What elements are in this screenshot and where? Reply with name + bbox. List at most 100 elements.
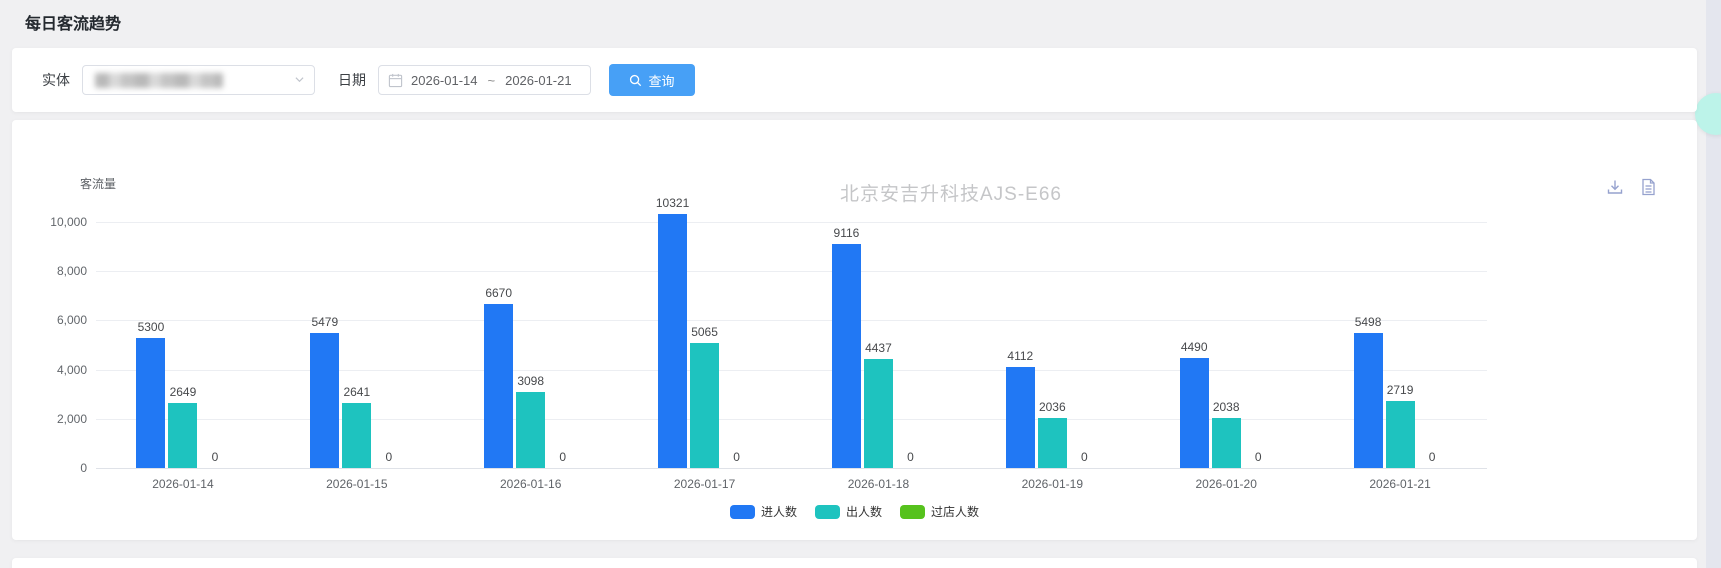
bar-value-label: 6670 — [485, 285, 513, 300]
bar-value-label: 0 — [907, 450, 914, 464]
legend-swatch — [900, 504, 925, 519]
date-range-picker[interactable]: 2026-01-14 ~ 2026-01-21 — [378, 65, 591, 95]
date-label: 日期 — [338, 72, 366, 88]
legend-item-出人数[interactable]: 出人数 — [814, 503, 882, 520]
bar-进人数[interactable] — [658, 214, 688, 468]
bar-value-label: 3098 — [517, 373, 545, 388]
y-axis-tick-label: 6,000 — [56, 313, 87, 328]
chart-card: 客流量 北京安吉升科技AJS-E66 0 2,000 4,000 6,000 8,000… — [12, 120, 1697, 540]
chart-title: 北京安吉升科技AJS-E66 — [840, 184, 1062, 205]
bar-group: 5498 2719 0 2026-01-21 — [1313, 222, 1487, 491]
bar-value-label: 0 — [559, 450, 567, 464]
bar-进人数[interactable] — [310, 333, 340, 468]
bar-value-label: 0 — [211, 450, 219, 464]
x-axis-tick-label: 2026-01-19 — [1021, 477, 1083, 491]
entity-value-redacted — [95, 72, 223, 88]
bar-group: 9116 4437 0 2026-01-18 — [792, 222, 966, 491]
bar-group: 5300 2649 0 2026-01-14 — [96, 222, 270, 491]
date-start-value[interactable]: 2026-01-14 — [411, 72, 478, 88]
bar-进人数[interactable] — [1005, 366, 1035, 468]
bar-group: 10321 5065 0 2026-01-17 — [618, 196, 792, 491]
bar-出人数[interactable] — [1037, 417, 1067, 468]
page-title: 每日客流趋势 — [25, 16, 122, 33]
bar-value-label: 4437 — [865, 340, 892, 355]
date-end-value[interactable]: 2026-01-21 — [505, 72, 572, 88]
bar-value-label: 5065 — [691, 325, 718, 340]
y-axis-tick-label: 2,000 — [56, 411, 87, 426]
bar-进人数[interactable] — [831, 243, 861, 468]
bar-出人数[interactable] — [863, 358, 893, 468]
gridline — [96, 271, 1487, 273]
next-card-edge — [12, 558, 1697, 568]
gridline — [96, 222, 1487, 223]
x-axis-tick-label: 2026-01-14 — [152, 477, 214, 491]
bar-出人数[interactable] — [1211, 417, 1241, 468]
query-button[interactable]: 查询 — [609, 64, 695, 96]
legend-label: 出人数 — [845, 505, 882, 519]
y-axis-tick-label: 8,000 — [56, 264, 87, 279]
data-view-icon[interactable] — [1639, 178, 1657, 196]
right-scroll-strip — [1706, 0, 1721, 568]
bar-出人数[interactable] — [516, 391, 546, 468]
bar-value-label: 5498 — [1354, 314, 1382, 329]
bar-value-label: 9116 — [833, 225, 860, 240]
bar-value-label: 2649 — [169, 384, 197, 399]
chevron-down-icon — [295, 75, 304, 84]
bar-group: 4490 2038 0 2026-01-20 — [1139, 222, 1313, 491]
legend-swatch — [814, 504, 840, 519]
gridline — [96, 369, 1487, 371]
gridline — [96, 468, 1487, 469]
bar-value-label: 2719 — [1386, 383, 1414, 398]
x-axis-tick-label: 2026-01-18 — [847, 477, 910, 491]
bar-出人数[interactable] — [342, 403, 372, 468]
bar-出人数[interactable] — [1385, 401, 1415, 468]
search-icon — [629, 74, 642, 87]
floating-helper-button[interactable] — [1695, 93, 1721, 135]
chart-toolbox — [1606, 178, 1657, 196]
plot-area: 0 2,000 4,000 6,000 8,000 10,000 5300 2649 0 2026… — [50, 196, 1487, 491]
bar-出人数[interactable] — [168, 402, 198, 468]
bar-value-label: 0 — [733, 450, 740, 464]
download-icon[interactable] — [1606, 178, 1624, 196]
gridline — [96, 320, 1487, 322]
gridline — [96, 418, 1487, 420]
query-button-label: 查询 — [648, 73, 675, 89]
bar-value-label: 10321 — [655, 196, 690, 211]
calendar-icon — [388, 73, 403, 88]
bar-value-label: 5479 — [311, 315, 339, 330]
y-axis-tick-label: 10,000 — [50, 215, 87, 229]
bar-进人数[interactable] — [484, 303, 514, 468]
y-axis-tick-label: 4,000 — [56, 362, 87, 377]
x-axis-tick-label: 2026-01-15 — [326, 477, 388, 491]
bar-value-label: 2641 — [343, 385, 371, 400]
legend-item-进人数[interactable]: 进人数 — [729, 503, 797, 520]
bar-group: 5479 2641 0 2026-01-15 — [270, 222, 444, 491]
legend-label: 过店人数 — [931, 505, 980, 519]
filter-card: 实体 日期 2026-01-14 ~ 2026-01-21 查询 — [12, 48, 1697, 112]
bar-进人数[interactable] — [136, 337, 166, 468]
legend-item-过店人数[interactable]: 过店人数 — [900, 503, 979, 520]
bar-value-label: 2038 — [1212, 399, 1240, 414]
bar-value-label: 4112 — [1007, 348, 1034, 363]
bar-group: 4112 2036 0 2026-01-19 — [965, 222, 1139, 491]
y-axis-tick-label: 0 — [80, 461, 87, 475]
chart-legend: 进人数 出人数 过店人数 — [12, 503, 1697, 520]
bar-value-label: 0 — [1080, 450, 1088, 464]
bar-value-label: 2036 — [1038, 399, 1066, 414]
bar-出人数[interactable] — [690, 343, 720, 468]
bar-value-label: 5300 — [137, 319, 165, 334]
bar-value-label: 4490 — [1180, 339, 1208, 354]
bar-value-label: 0 — [385, 450, 393, 464]
bar-进人数[interactable] — [1353, 332, 1383, 468]
entity-label: 实体 — [42, 72, 70, 88]
bar-value-label: 0 — [1254, 450, 1262, 464]
x-axis-tick-label: 2026-01-16 — [499, 477, 562, 491]
bar-value-label: 0 — [1428, 450, 1436, 464]
x-axis-tick-label: 2026-01-17 — [673, 477, 736, 491]
bar-group: 6670 3098 0 2026-01-16 — [444, 222, 618, 491]
legend-label: 进人数 — [760, 505, 797, 519]
x-axis-tick-label: 2026-01-20 — [1195, 477, 1257, 491]
entity-select[interactable] — [82, 65, 315, 95]
y-axis-title: 客流量 — [80, 177, 117, 191]
bar-进人数[interactable] — [1179, 357, 1209, 468]
